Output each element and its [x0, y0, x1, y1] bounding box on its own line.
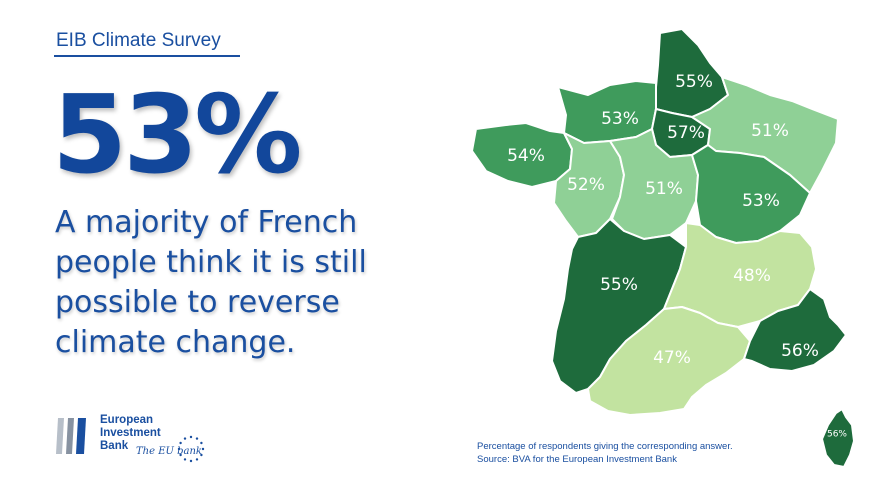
- label-pays-de-la-loire: 52%: [567, 175, 605, 195]
- headline-text: A majority of French people think it is …: [55, 205, 367, 360]
- label-normandy: 53%: [601, 109, 639, 129]
- region-bourgogne-franche-comte: [691, 144, 811, 244]
- label-bourgogne-franche-comte: 53%: [742, 191, 780, 211]
- map-caption: Percentage of respondents giving the cor…: [477, 440, 733, 466]
- wordmark-line-2: Investment: [100, 427, 161, 439]
- label-grand-est: 51%: [751, 121, 789, 141]
- france-regions-map: 55% 53% 57% 51% 54% 52% 51% 53% 55% 48% …: [471, 28, 855, 468]
- label-auvergne-rhone-alpes: 48%: [733, 266, 771, 286]
- survey-title: EIB Climate Survey: [56, 30, 221, 51]
- eib-logo: European Investment Bank The EU bank: [56, 412, 216, 468]
- eu-stars-icon: [177, 435, 205, 463]
- wordmark-line-3: Bank: [100, 440, 129, 452]
- headline-stat: 53%: [52, 73, 303, 198]
- wordmark-line-1: European: [100, 414, 154, 426]
- label-nouvelle-aquitaine: 55%: [600, 275, 638, 295]
- region-corsica: [821, 408, 855, 468]
- label-brittany: 54%: [507, 146, 545, 166]
- label-hauts-de-france: 55%: [675, 72, 713, 92]
- title-underline: [54, 55, 240, 57]
- eib-bars-icon: [56, 418, 86, 454]
- label-ile-de-france: 57%: [667, 123, 705, 143]
- caption-description: Percentage of respondents giving the cor…: [477, 441, 733, 452]
- label-provence-alpes-cote-d-azur: 56%: [781, 341, 819, 361]
- region-occitanie: [587, 306, 751, 416]
- eib-wordmark: European Investment Bank: [100, 414, 190, 453]
- label-centre-val-de-loire: 51%: [645, 179, 683, 199]
- caption-source: Source: BVA for the European Investment …: [477, 454, 677, 465]
- region-provence-alpes-cote-d-azur: [743, 288, 847, 372]
- label-corsica: 56%: [827, 430, 847, 440]
- label-occitanie: 47%: [653, 348, 691, 368]
- eib-tagline: The EU bank: [136, 446, 202, 457]
